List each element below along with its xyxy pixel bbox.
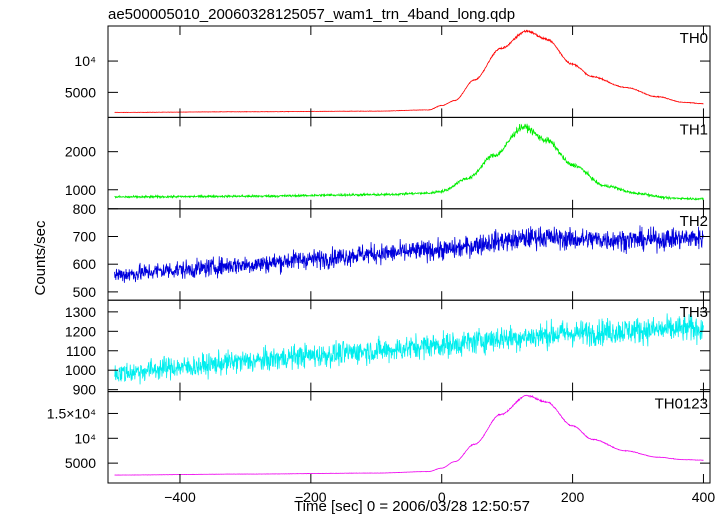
x-tick-label: 200 [561, 489, 585, 505]
y-tick-label: 1100 [66, 343, 96, 359]
panel-frame [107, 25, 711, 118]
panel-th1: 1000 2000 TH1 [65, 116, 711, 210]
panel-th0123: 5000 10⁴ 1.5×10⁴ TH0123 [47, 391, 711, 484]
y-tick-label: 10⁴ [74, 53, 96, 69]
y-tick-label: 800 [73, 201, 97, 217]
y-tick-label: 1300 [65, 304, 96, 320]
y-tick-label: 600 [73, 256, 97, 272]
series-line-th0123 [114, 394, 704, 476]
panel-frame [107, 208, 711, 301]
y-tick-label: 2000 [65, 144, 96, 160]
y-tick-label: 1000 [65, 362, 96, 378]
x-axis-label: Time [sec] 0 = 2006/03/28 12:50:57 [294, 498, 530, 515]
chart-title: ae500005010_20060328125057_wam1_trn_4ban… [108, 6, 515, 23]
series-line-th2 [114, 225, 704, 283]
y-tick-label: 700 [73, 228, 97, 244]
y-tick-label: 1000 [65, 182, 96, 198]
panel-label: TH0123 [655, 396, 708, 413]
y-tick-label: 1.5×10⁴ [47, 405, 96, 421]
panel-label: TH2 [680, 213, 708, 230]
x-tick-label: 0 [438, 489, 446, 505]
series-line-th3 [114, 313, 704, 385]
panel-label: TH1 [680, 121, 708, 138]
y-tick-label: 5000 [65, 455, 96, 471]
y-tick-label: 500 [73, 284, 97, 300]
y-tick-label: 10⁴ [74, 430, 96, 446]
panel-label: TH3 [680, 304, 708, 321]
y-tick-label: 1200 [65, 323, 96, 339]
panel-frame [107, 391, 711, 484]
panel-label: TH0 [680, 30, 708, 47]
y-tick-label: 900 [73, 382, 97, 398]
panel-frame [107, 116, 711, 210]
y-axis-label: Counts/sec [32, 220, 49, 296]
series-line-th0 [114, 29, 704, 114]
x-tick-label: −200 [295, 489, 327, 505]
panel-th2: 500 600 700 800 TH2 [73, 201, 711, 301]
x-tick-label: 400 [692, 489, 716, 505]
series-line-th1 [114, 123, 704, 201]
panel-th0: 5000 10⁴ TH0 [65, 25, 711, 118]
x-tick-label: −400 [164, 489, 196, 505]
panel-th3: 900 1000 1100 1200 1300 TH3 [65, 299, 711, 398]
y-tick-label: 5000 [65, 84, 96, 100]
